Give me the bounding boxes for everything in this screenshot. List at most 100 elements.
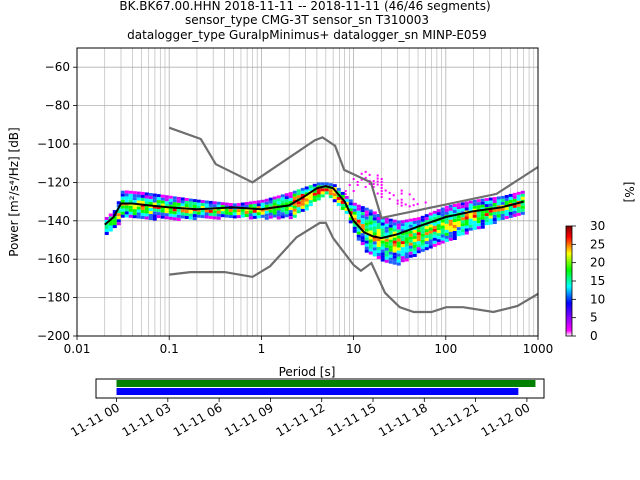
psd-cell: [384, 256, 389, 260]
psd-cell: [388, 251, 393, 255]
psd-cell: [388, 257, 393, 261]
psd-cell: [264, 204, 269, 208]
psd-cell: [504, 200, 509, 204]
psd-cell: [308, 200, 313, 204]
psd-cell: [468, 203, 473, 207]
psd-cell: [488, 197, 493, 201]
psd-cell: [248, 216, 253, 220]
psd-cell: [116, 216, 121, 220]
psd-cell: [492, 212, 497, 216]
colorbar-ticks: 0 5 10 15 20 25 30: [572, 219, 605, 343]
psd-cell: [364, 176, 367, 179]
psd-cell: [396, 229, 401, 233]
psd-cell: [232, 215, 237, 219]
psd-cell: [400, 259, 405, 263]
psd-cell: [508, 205, 513, 209]
psd-cell: [352, 214, 357, 218]
psd-cell: [224, 211, 229, 215]
psd-cell: [216, 213, 221, 217]
psd-cell: [220, 208, 225, 212]
psd-cell: [152, 205, 157, 209]
psd-cell: [192, 202, 197, 206]
psd-cell: [244, 201, 249, 205]
psd-cell: [380, 225, 385, 229]
psd-cell: [476, 220, 481, 224]
psd-cell: [400, 250, 405, 254]
psd-cell: [256, 212, 261, 216]
psd-cell: [140, 194, 145, 198]
psd-cell: [496, 217, 501, 221]
psd-cell: [384, 229, 389, 233]
psd-cell: [496, 199, 501, 203]
psd-cell: [488, 218, 493, 222]
timeline-tick-label: 11-12 00: [479, 400, 533, 439]
psd-cell: [292, 205, 297, 209]
psd-cell: [448, 204, 453, 208]
psd-cell: [280, 197, 285, 201]
psd-cell: [272, 202, 277, 206]
psd-cell: [192, 214, 197, 218]
psd-cell: [228, 203, 233, 207]
psd-cell: [140, 212, 145, 216]
psd-cell: [360, 239, 365, 243]
psd-cell: [480, 216, 485, 220]
psd-cell: [268, 212, 273, 216]
psd-cell: [108, 219, 113, 223]
psd-cell: [208, 200, 213, 204]
psd-cell: [376, 216, 381, 220]
psd-cell: [304, 207, 309, 211]
psd-cell: [416, 220, 421, 224]
psd-cell: [360, 233, 365, 237]
psd-cell: [212, 201, 217, 205]
psd-cell: [216, 201, 221, 205]
colorbar-tick-label: 15: [590, 274, 605, 288]
psd-cell: [280, 200, 285, 204]
psd-cell: [108, 228, 113, 232]
psd-cell: [140, 215, 145, 219]
psd-plot: 0.01 0.1 1 10 100 1000 −200 −180 −160 −140 −120 −1…: [7, 47, 553, 379]
psd-cell: [432, 228, 437, 232]
psd-cell: [432, 225, 437, 229]
psd-cell: [136, 200, 141, 204]
psd-cell: [316, 194, 321, 198]
psd-cell: [412, 235, 417, 239]
psd-cell: [276, 201, 281, 205]
psd-cell: [480, 210, 485, 214]
psd-cell: [376, 240, 381, 244]
psd-cell: [508, 208, 513, 212]
psd-cell: [404, 243, 409, 247]
psd-cell: [384, 238, 389, 242]
psd-cell: [460, 223, 465, 227]
psd-cell: [152, 202, 157, 206]
psd-cell: [480, 204, 485, 208]
x-axis-ticks: 0.01 0.1 1 10 100 1000: [64, 336, 553, 356]
psd-cell: [488, 221, 493, 225]
psd-cell: [376, 180, 379, 183]
psd-cell: [380, 246, 385, 250]
psd-cell: [460, 214, 465, 218]
psd-cell: [364, 240, 369, 244]
psd-cell: [108, 216, 113, 220]
psd-cell: [476, 223, 481, 227]
psd-cell: [496, 211, 501, 215]
psd-cell: [224, 208, 229, 212]
psd-cell: [384, 259, 389, 263]
psd-cell: [384, 189, 387, 192]
psd-cell: [232, 203, 237, 207]
colorbar-tick-label: 0: [590, 329, 598, 343]
psd-cell: [308, 185, 313, 189]
psd-cell: [240, 214, 245, 218]
psd-cell: [468, 227, 473, 231]
psd-cell: [316, 188, 321, 192]
psd-cell: [196, 211, 201, 215]
psd-cell: [200, 203, 205, 207]
psd-cell: [424, 232, 429, 236]
psd-cell: [436, 209, 441, 213]
psd-cell: [272, 211, 277, 215]
psd-cell: [484, 213, 489, 217]
psd-cell: [400, 253, 405, 257]
psd-cell: [292, 214, 297, 218]
psd-cell: [348, 220, 353, 224]
psd-cell: [448, 228, 453, 232]
psd-cell: [388, 242, 393, 246]
